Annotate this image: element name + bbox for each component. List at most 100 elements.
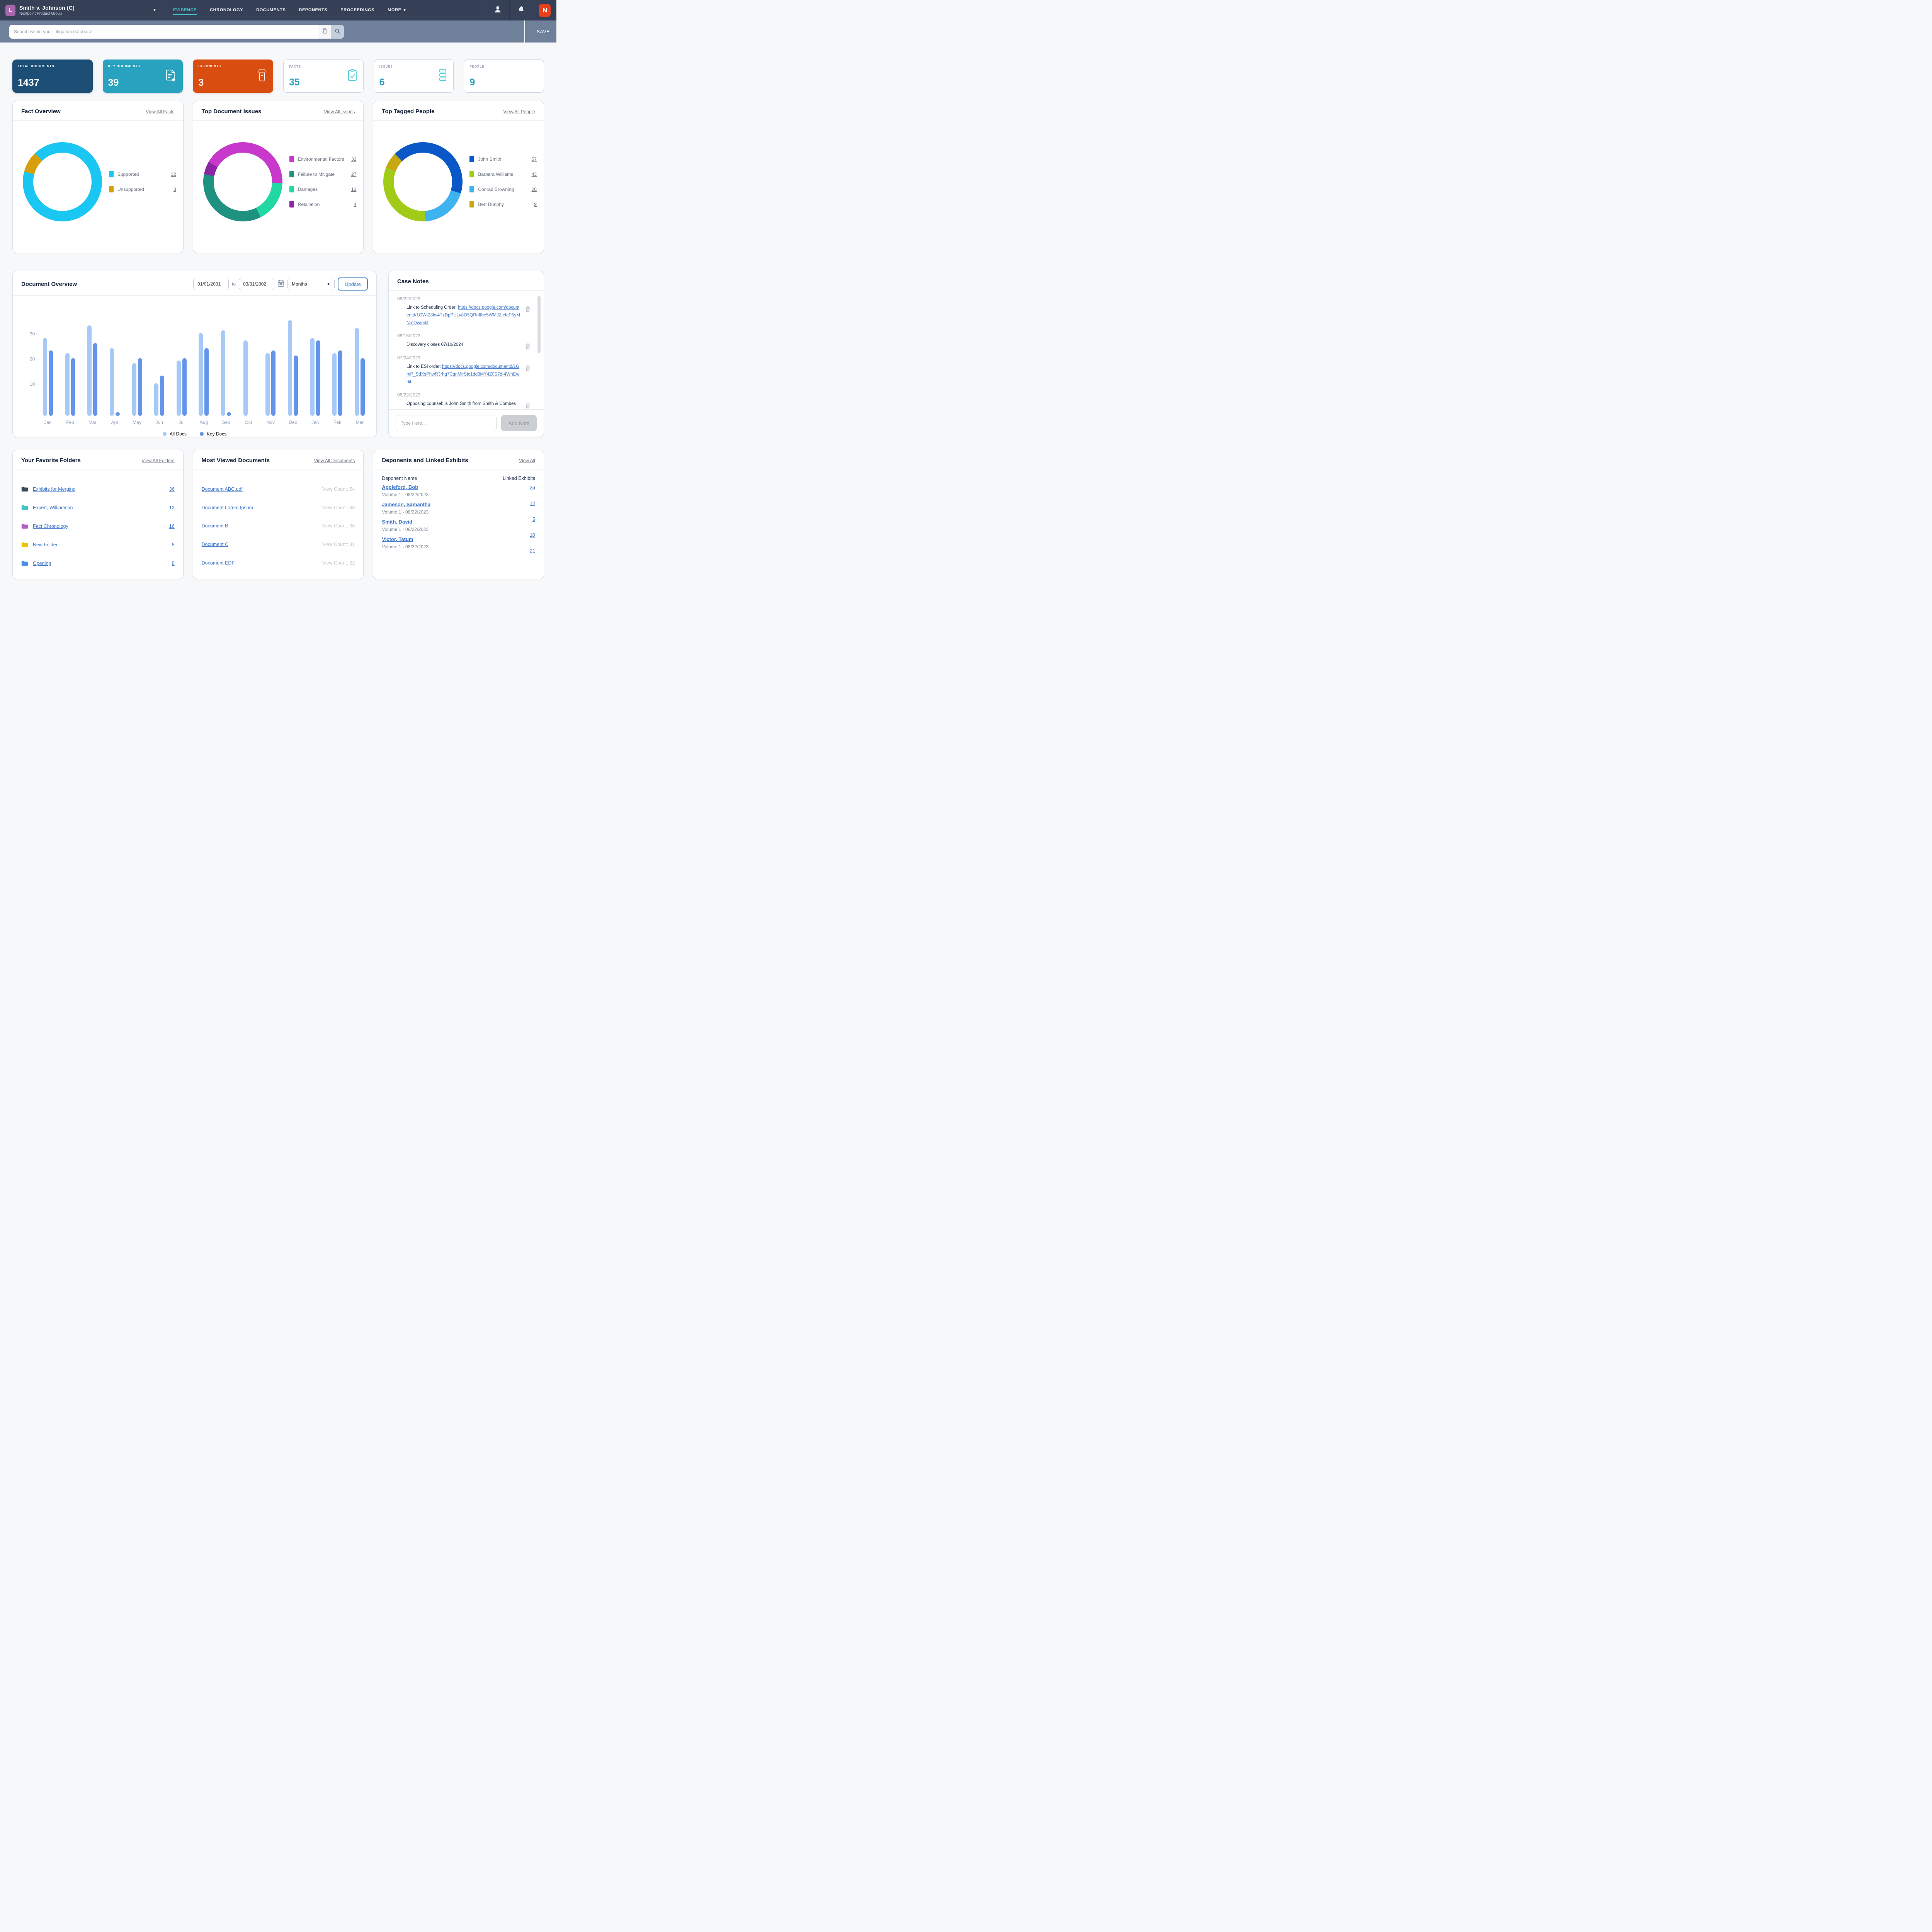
folder-row: Exhibits for Merging 36 [21, 486, 175, 492]
add-note-button[interactable]: Add Note [501, 415, 537, 431]
legend-count-link[interactable]: 3 [173, 186, 176, 192]
exhibit-count-link[interactable]: 10 [530, 532, 535, 538]
legend-count-link[interactable]: 32 [171, 171, 176, 177]
document-issues-donut-chart [203, 142, 282, 221]
layers-stack-icon [438, 68, 448, 85]
chevron-down-icon: ▼ [403, 8, 407, 12]
view-all-documents-link[interactable]: View All Documents [314, 457, 355, 463]
divider [13, 120, 183, 121]
legend-count-link[interactable]: 43 [531, 171, 537, 177]
save-button[interactable]: SAVE [530, 20, 556, 43]
note-link[interactable]: https://docs.google.com/documentd/1GmP_S… [406, 364, 520, 384]
exhibit-count-link[interactable]: 21 [530, 548, 535, 554]
case-notes-panel: Case Notes 08/22/2023 Link to Scheduling… [388, 271, 544, 437]
folder-link[interactable]: Exhibits for Merging [33, 486, 76, 492]
deponent-link[interactable]: Smith, David [382, 519, 413, 525]
interval-select[interactable]: Months ▼ [287, 278, 335, 290]
x-axis-label: Feb [66, 420, 74, 425]
folder-link[interactable]: Opening [33, 560, 51, 566]
legend-item: Supported 32 [109, 171, 176, 177]
deponent-link[interactable]: Victor, Tatum [382, 536, 413, 542]
note-link[interactable]: https://docs.google.com/documentd/1GW-28… [406, 305, 520, 326]
date-to-input[interactable] [239, 278, 275, 290]
stat-card-facts[interactable]: FACTS 35 [283, 60, 364, 93]
document-link[interactable]: Document EDF [201, 560, 235, 566]
document-link[interactable]: Document C [201, 542, 229, 548]
x-axis-label: Oct [245, 420, 252, 425]
folder-count-link[interactable]: 12 [169, 505, 175, 510]
folder-count-link[interactable]: 16 [169, 523, 175, 529]
trash-icon[interactable] [525, 402, 531, 409]
tab-documents[interactable]: DOCUMENTS [256, 8, 286, 12]
trash-icon[interactable] [525, 365, 531, 373]
legend-item: Barbara Williams 43 [469, 171, 537, 177]
exhibit-count-link[interactable]: 14 [530, 501, 535, 506]
favorite-folders-panel: Your Favorite Folders View All Folders E… [12, 450, 184, 579]
tab-chronology[interactable]: CHRONOLOGY [210, 8, 243, 12]
bar-group: Jun [154, 315, 165, 425]
exhibit-count-link[interactable]: 36 [530, 485, 535, 490]
legend-count-link[interactable]: 9 [534, 201, 537, 207]
legend-count-link[interactable]: 13 [351, 186, 357, 192]
trash-icon[interactable] [525, 343, 531, 351]
tab-deponents[interactable]: DEPONENTS [299, 8, 328, 12]
document-link[interactable]: Document ABC.pdf [201, 486, 243, 492]
search-input[interactable] [9, 24, 318, 39]
view-all-people-link[interactable]: View All People [503, 109, 535, 114]
stat-card-people[interactable]: PEOPLE 9 [464, 60, 544, 93]
document-link[interactable]: Document Lorem Ipsum [201, 505, 253, 510]
chevron-down-icon[interactable]: ▼ [153, 8, 156, 12]
document-link[interactable]: Document B [201, 523, 228, 529]
x-axis-label: Sep [222, 420, 230, 425]
trash-icon[interactable] [525, 306, 531, 314]
folder-count-link[interactable]: 8 [172, 542, 175, 548]
tab-evidence[interactable]: EVIDENCE [173, 5, 197, 15]
x-axis-label: Feb [333, 420, 342, 425]
user-menu-button[interactable] [486, 0, 509, 20]
legend-count-link[interactable]: 32 [351, 156, 357, 162]
folder-icon [21, 486, 28, 492]
folder-link[interactable]: New Folder [33, 542, 58, 548]
stat-card-total-documents[interactable]: TOTAL DOCUMENTS 1437 [12, 60, 93, 93]
notifications-button[interactable] [509, 0, 533, 20]
scrollbar-thumb[interactable] [537, 296, 541, 353]
deponent-volume: Volume 1 - 08/22/2023 [382, 527, 429, 532]
folder-link[interactable]: Fact Chronology [33, 523, 68, 529]
update-button[interactable]: Update [338, 277, 368, 291]
deponent-link[interactable]: Jameson, Samantha [382, 502, 431, 507]
date-from-input[interactable] [193, 278, 229, 290]
stat-card-key-documents[interactable]: KEY DOCUMENTS 39 [102, 60, 183, 93]
nextpoint-home-button[interactable]: N [533, 0, 556, 20]
stat-card-issues[interactable]: ISSUES 6 [373, 60, 454, 93]
bar-group: Aug [199, 315, 209, 425]
calendar-icon[interactable] [277, 279, 284, 289]
legend-count-link[interactable]: 4 [354, 201, 357, 207]
key-docs-bar [204, 348, 209, 416]
view-all-facts-link[interactable]: View All Facts [146, 109, 175, 114]
folder-link[interactable]: Expert, Williamson [33, 505, 73, 510]
note-input[interactable] [396, 415, 497, 431]
stat-label: DEPONENTS [198, 65, 221, 68]
view-all-deponents-link[interactable]: View All [519, 457, 535, 463]
folder-count-link[interactable]: 8 [172, 560, 175, 566]
panel-title: Top Tagged People [382, 108, 435, 115]
stat-value: 39 [108, 77, 119, 88]
legend-count-link[interactable]: 57 [531, 156, 537, 162]
view-all-folders-link[interactable]: View All Folders [141, 457, 175, 463]
legend-count-link[interactable]: 26 [531, 186, 537, 192]
case-selector[interactable]: L Smith v. Johnson (C) Nextpoint Product… [0, 0, 162, 20]
tab-more[interactable]: MORE ▼ [388, 8, 407, 12]
copy-search-button[interactable] [318, 24, 331, 39]
search-icon [335, 28, 340, 35]
deponent-link[interactable]: Appleford, Bob [382, 484, 418, 490]
document-overview-panel: Document Overview to Months ▼ Update [12, 271, 377, 437]
view-all-issues-link[interactable]: View All Issues [324, 109, 355, 114]
search-button[interactable] [331, 24, 344, 39]
exhibit-count-link[interactable]: 5 [532, 517, 535, 522]
legend-count-link[interactable]: 27 [351, 171, 357, 177]
legend-item: Bert Dunphy 9 [469, 201, 537, 207]
folder-count-link[interactable]: 36 [169, 486, 175, 492]
stat-card-deponents[interactable]: DEPONENTS 3 [193, 60, 273, 93]
documents-list: Document ABC.pdf View Count: 54 Document… [193, 469, 364, 579]
tab-proceedings[interactable]: PROCEEDINGS [340, 8, 375, 12]
